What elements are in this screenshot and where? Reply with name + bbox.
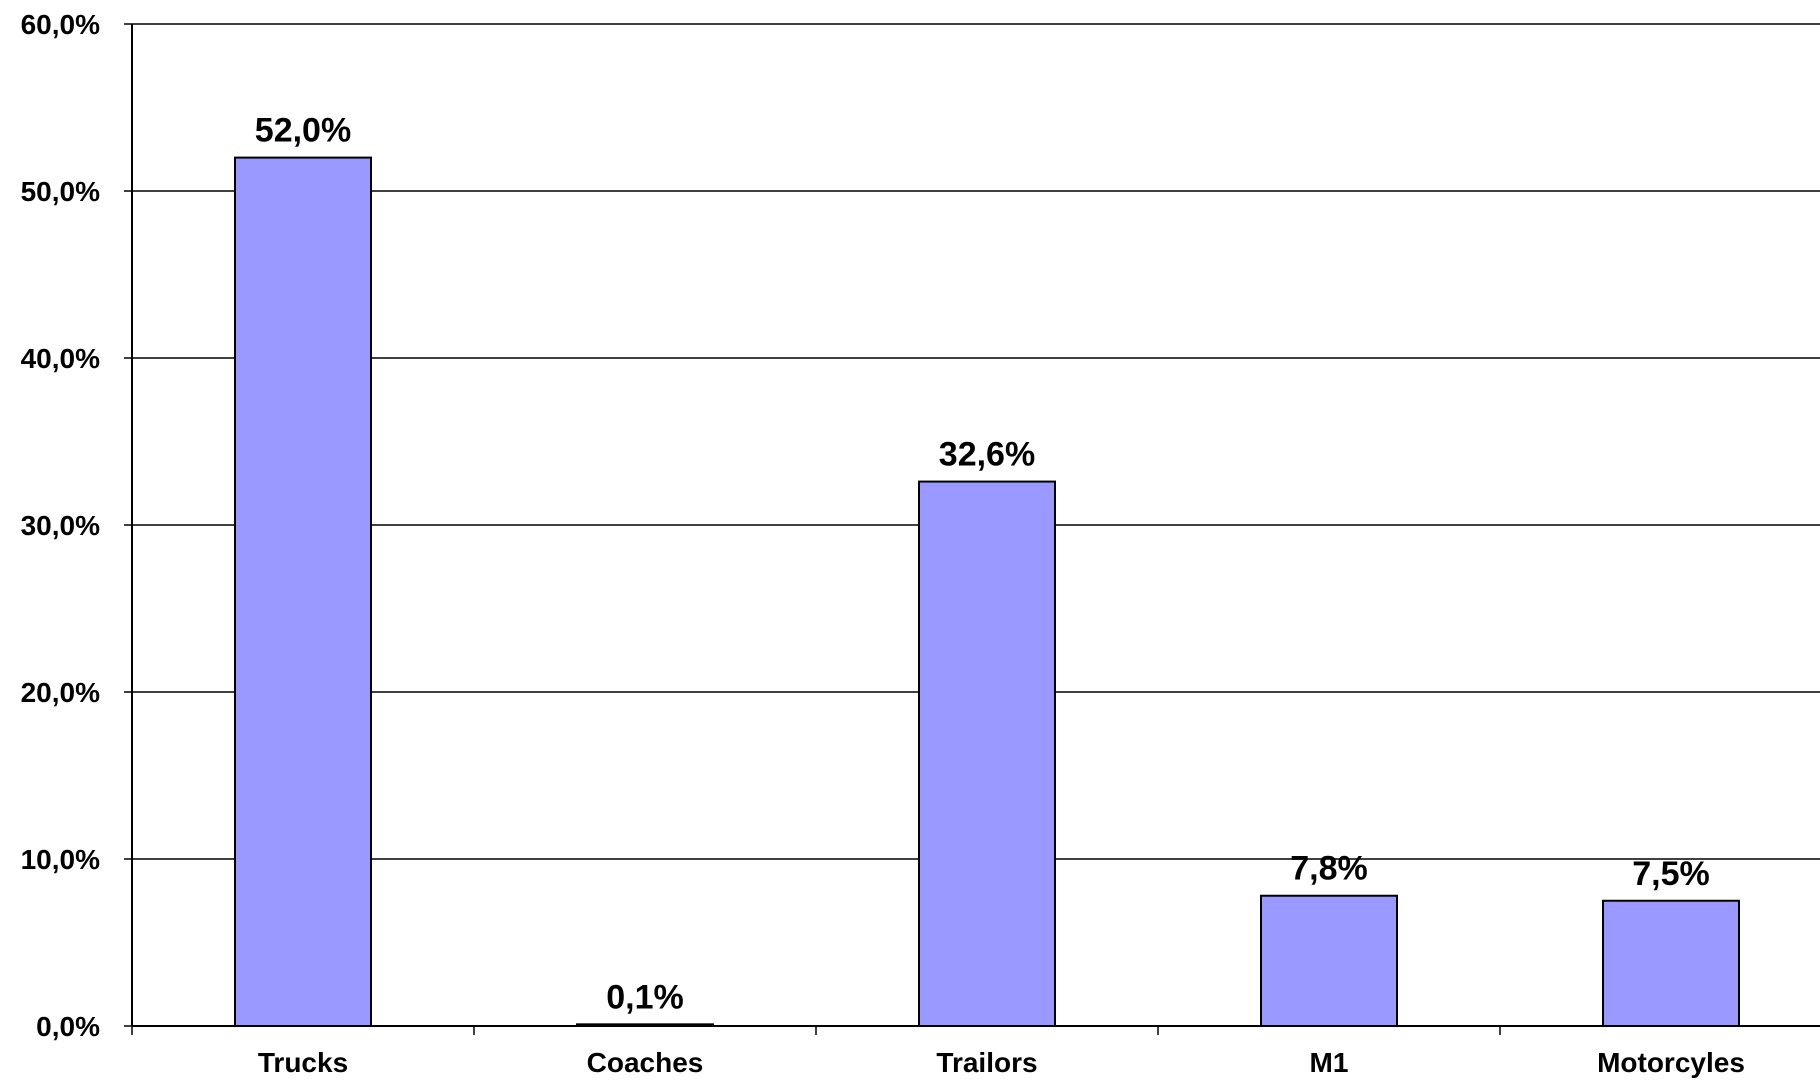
data-label: 0,1%	[606, 978, 684, 1016]
axes	[124, 23, 1820, 1035]
x-tick-label: Trailors	[936, 1047, 1037, 1078]
bar-motorcyles	[1602, 899, 1740, 1027]
data-label: 7,8%	[1290, 850, 1368, 888]
y-tick-label: 10,0%	[21, 844, 100, 875]
bar-trailors	[918, 480, 1056, 1027]
bars	[234, 156, 1740, 1028]
x-tick-label: Motorcyles	[1597, 1047, 1745, 1078]
bar-trucks	[234, 156, 372, 1028]
data-labels: 52,0% 0,1% 32,6% 7,8% 7,5%	[255, 112, 1710, 1017]
y-tick-label: 40,0%	[21, 343, 100, 374]
y-tick-label: 50,0%	[21, 176, 100, 207]
y-tick-label: 60,0%	[21, 9, 100, 40]
x-tick-labels: Trucks Coaches Trailors M1 Motorcyles	[258, 1047, 1745, 1078]
data-label: 32,6%	[939, 436, 1035, 474]
y-tick-labels: 0,0% 10,0% 20,0% 30,0% 40,0% 50,0% 60,0%	[21, 9, 101, 1042]
data-label: 52,0%	[255, 112, 351, 150]
y-tick-label: 30,0%	[21, 510, 100, 541]
x-tick-label: M1	[1310, 1047, 1349, 1078]
x-tick-label: Trucks	[258, 1047, 348, 1078]
y-tick-label: 0,0%	[36, 1011, 100, 1042]
x-tick-label: Coaches	[587, 1047, 704, 1078]
data-label: 7,5%	[1632, 855, 1710, 893]
bar-m1	[1260, 894, 1398, 1027]
y-tick-label: 20,0%	[21, 677, 100, 708]
